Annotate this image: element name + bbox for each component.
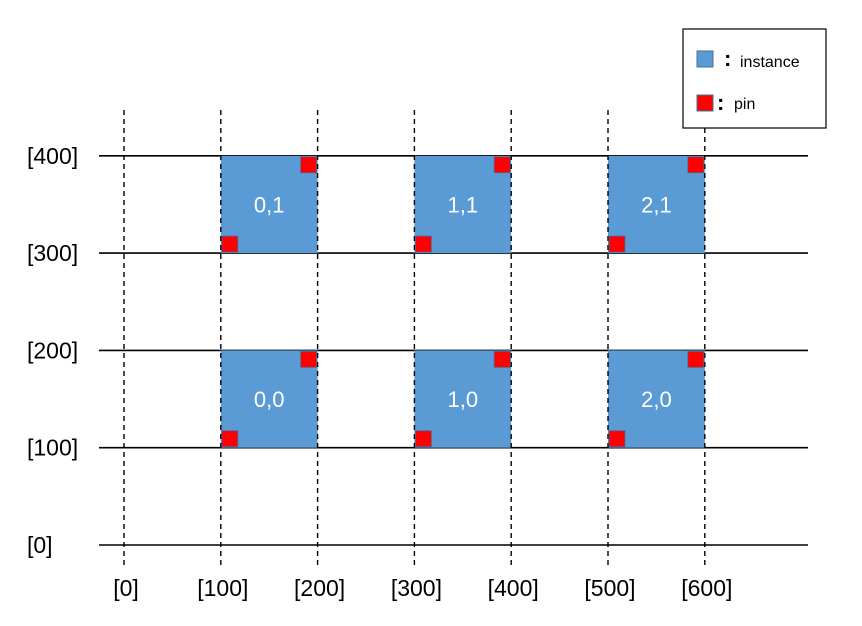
legend-box [682, 28, 827, 129]
x-tick-label: [400] [488, 575, 539, 601]
instance-label: 2,0 [641, 387, 672, 412]
pins [221, 156, 705, 448]
pin [414, 235, 432, 253]
pin [221, 430, 239, 448]
y-tick-labels: [0] [100] [200] [300] [400] [27, 143, 78, 558]
x-tick-label: [100] [197, 575, 248, 601]
pin [687, 350, 705, 368]
x-tick-label: [300] [391, 575, 442, 601]
y-tick-label: [300] [27, 240, 78, 266]
instance-label: 0,0 [254, 387, 285, 412]
legend-instance-label: instance [740, 54, 800, 71]
column-lines [123, 110, 706, 565]
legend-pin-colon: : [717, 90, 724, 115]
instance-label: 0,1 [254, 192, 285, 217]
y-tick-label: [200] [27, 337, 78, 363]
pin [493, 156, 511, 174]
pin [414, 430, 432, 448]
instance-label: 1,0 [448, 387, 479, 412]
legend-instance-colon: : [724, 46, 731, 71]
legend-pin-swatch [696, 94, 714, 112]
x-tick-label: [0] [113, 575, 139, 601]
pin [300, 156, 318, 174]
y-tick-label: [100] [27, 435, 78, 461]
pin [493, 350, 511, 368]
pin [608, 430, 626, 448]
pin [300, 350, 318, 368]
x-tick-labels: [0] [100] [200] [300] [400] [500] [600] [113, 575, 732, 601]
pin [687, 156, 705, 174]
y-tick-label: [400] [27, 143, 78, 169]
x-tick-label: [600] [681, 575, 732, 601]
pin [221, 235, 239, 253]
x-tick-label: [200] [294, 575, 345, 601]
pin [608, 235, 626, 253]
instance-label: 1,1 [448, 192, 479, 217]
instance-label: 2,1 [641, 192, 672, 217]
legend-instance-swatch [696, 50, 714, 68]
legend-pin-label: pin [734, 96, 755, 113]
legend: : instance : pin [682, 28, 827, 129]
y-tick-label: [0] [27, 532, 53, 558]
x-tick-label: [500] [584, 575, 635, 601]
instances: 0,0 1,0 2,0 0,1 1,1 2,1 [220, 155, 705, 448]
